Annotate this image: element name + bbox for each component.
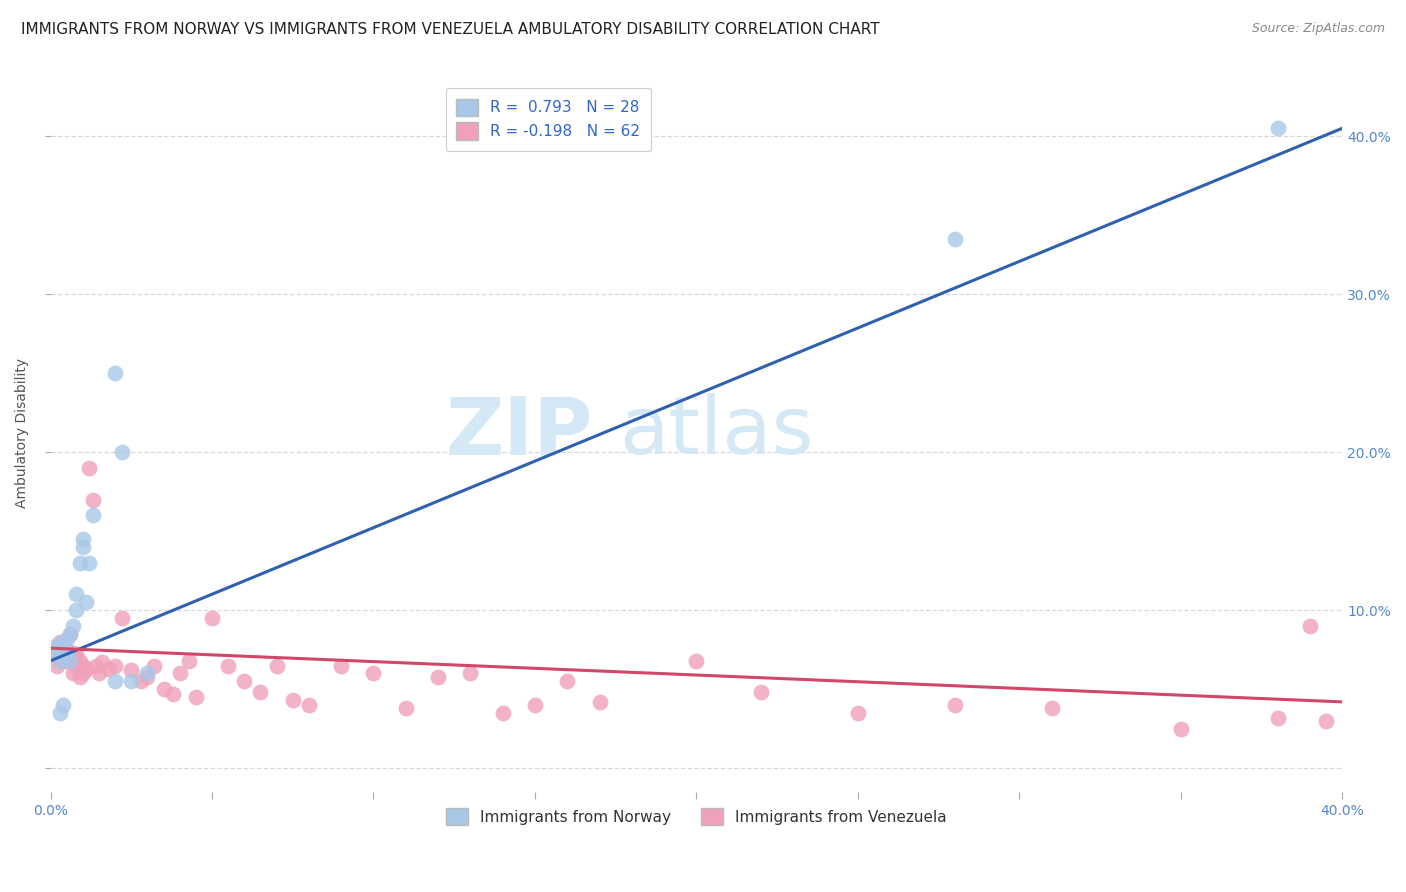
Point (1040, 701, 1063, 715)
Point (87, 666, 110, 681)
Point (943, 698, 966, 712)
Point (52, 698, 75, 712)
Point (62, 619, 84, 633)
Point (162, 687, 184, 701)
Point (72, 666, 94, 681)
Point (52, 642, 75, 657)
Point (588, 695, 610, 709)
Point (75, 662, 97, 676)
Point (59, 654, 82, 668)
Point (249, 685, 271, 699)
Point (52, 638, 75, 652)
Point (82, 492, 104, 507)
Point (65, 587, 87, 601)
Point (82, 508, 104, 523)
Point (59, 627, 82, 641)
Point (97, 662, 120, 676)
Point (363, 666, 385, 681)
Point (233, 674, 256, 689)
Point (91, 656, 114, 670)
Point (136, 670, 159, 684)
Point (104, 366, 127, 380)
Point (1267, 121, 1289, 136)
Point (330, 658, 353, 673)
Point (120, 674, 142, 689)
Point (62, 646, 84, 660)
Point (1267, 711, 1289, 725)
Point (266, 658, 288, 673)
Point (1299, 619, 1322, 633)
Point (523, 698, 546, 712)
Point (69, 654, 91, 668)
Point (59, 627, 82, 641)
Point (52, 635, 75, 649)
Point (49, 706, 72, 720)
Point (1170, 722, 1192, 736)
Point (42, 646, 65, 660)
Point (685, 654, 707, 668)
Point (749, 685, 772, 699)
Point (217, 658, 239, 673)
Point (55, 646, 77, 660)
Point (72, 532, 94, 546)
Point (49, 635, 72, 649)
Text: atlas: atlas (619, 393, 813, 472)
Point (152, 682, 174, 697)
Point (491, 706, 513, 720)
Point (129, 674, 152, 689)
Point (65, 658, 87, 673)
Point (65, 648, 87, 662)
Point (69, 670, 91, 684)
Point (298, 698, 321, 712)
Point (201, 611, 224, 625)
Point (52, 648, 75, 662)
Point (42, 646, 65, 660)
Point (460, 666, 482, 681)
Point (1315, 714, 1337, 728)
Point (65, 603, 87, 617)
Point (110, 611, 132, 625)
Point (84, 658, 107, 673)
Point (179, 654, 201, 668)
Text: IMMIGRANTS FROM NORWAY VS IMMIGRANTS FROM VENEZUELA AMBULATORY DISABILITY CORREL: IMMIGRANTS FROM NORWAY VS IMMIGRANTS FRO… (21, 22, 880, 37)
Point (846, 706, 869, 720)
Text: Source: ZipAtlas.com: Source: ZipAtlas.com (1251, 22, 1385, 36)
Point (142, 658, 165, 673)
Point (46, 638, 69, 652)
Legend: Immigrants from Norway, Immigrants from Venezuela: Immigrants from Norway, Immigrants from … (437, 798, 956, 835)
Point (169, 666, 191, 681)
Point (49, 654, 72, 668)
Point (46, 658, 69, 673)
Point (72, 540, 94, 554)
Point (104, 674, 127, 689)
Point (104, 658, 127, 673)
Point (943, 232, 966, 246)
Point (281, 693, 304, 707)
Point (77, 556, 100, 570)
Point (62, 666, 84, 681)
Point (46, 642, 69, 657)
Point (69, 556, 91, 570)
Text: ZIP: ZIP (446, 393, 593, 472)
Point (395, 701, 418, 715)
Point (110, 445, 132, 459)
Point (427, 670, 450, 684)
Point (55, 642, 77, 657)
Point (72, 658, 94, 673)
Y-axis label: Ambulatory Disability: Ambulatory Disability (15, 358, 30, 508)
Point (555, 674, 578, 689)
Point (49, 648, 72, 662)
Point (77, 461, 100, 475)
Point (49, 654, 72, 668)
Point (55, 654, 77, 668)
Point (55, 632, 77, 646)
Point (136, 666, 159, 681)
Point (120, 663, 142, 677)
Point (75, 595, 97, 609)
Point (59, 650, 82, 665)
Point (184, 690, 207, 705)
